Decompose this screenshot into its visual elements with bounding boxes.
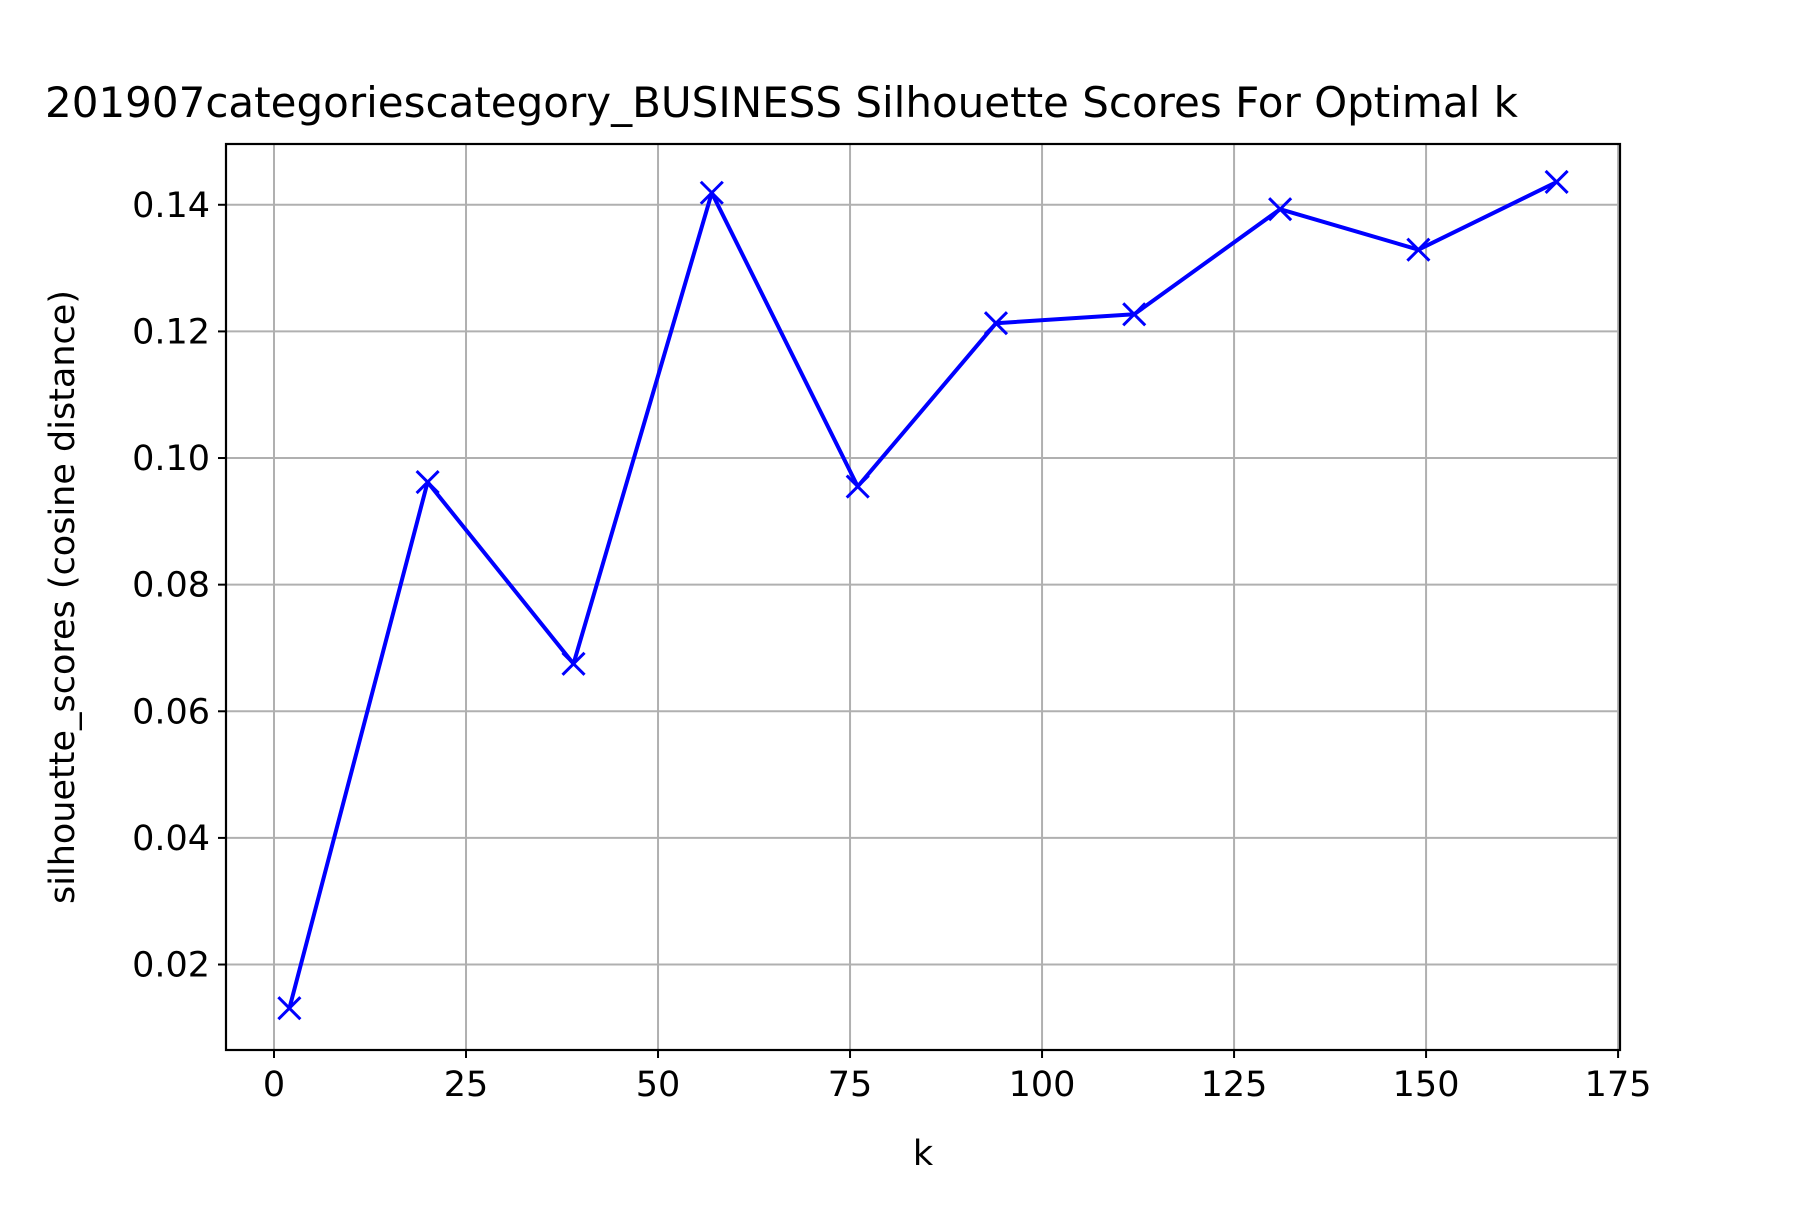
- plot-frame: [224, 142, 1622, 1052]
- data-point-marker: [1268, 197, 1293, 222]
- marker-stroke: [845, 474, 870, 499]
- series-line-group: [287, 180, 1558, 1009]
- series-markers: [277, 169, 1569, 1021]
- series-line: [287, 180, 1558, 1009]
- x-tick-label: 125: [1201, 1065, 1268, 1105]
- data-point-marker: [1406, 237, 1431, 262]
- marker-stroke: [1122, 302, 1147, 327]
- x-axis-ticks: 0 25 50 75 100 125 150 175: [263, 1050, 1652, 1105]
- y-tick-label: 0.06: [132, 692, 210, 732]
- data-point-marker: [561, 651, 586, 676]
- y-tick-label: 0.02: [132, 946, 210, 986]
- data-point-marker: [845, 474, 870, 499]
- y-axis-ticks: 0.02 0.04 0.06 0.08 0.10 0.12 0.14: [132, 186, 226, 986]
- x-tick-label: 175: [1585, 1065, 1652, 1105]
- y-tick-label: 0.12: [132, 312, 210, 352]
- chart-title: 201907categoriescategory_BUSINESS Silhou…: [45, 78, 1519, 127]
- x-tick-label: 75: [828, 1065, 873, 1105]
- data-point-marker: [983, 311, 1009, 336]
- data-point-marker: [277, 996, 302, 1021]
- x-tick-label: 25: [444, 1065, 489, 1105]
- y-tick-label: 0.14: [132, 186, 210, 226]
- marker-stroke: [699, 180, 724, 205]
- y-tick-label: 0.04: [132, 819, 210, 859]
- data-point-marker: [1544, 169, 1569, 195]
- y-axis-label: silhouette_scores (cosine distance): [43, 290, 83, 904]
- x-axis-label: k: [913, 1134, 934, 1174]
- marker-stroke: [1268, 197, 1293, 222]
- x-tick-label: 50: [636, 1065, 681, 1105]
- marker-stroke: [561, 651, 586, 676]
- y-tick-label: 0.10: [132, 439, 210, 479]
- x-tick-label: 0: [263, 1065, 285, 1105]
- data-point-marker: [1122, 302, 1147, 327]
- marker-stroke: [1406, 237, 1431, 262]
- x-tick-label: 150: [1393, 1065, 1460, 1105]
- marker-stroke: [983, 311, 1009, 336]
- data-point-marker: [699, 180, 724, 205]
- x-tick-label: 100: [1009, 1065, 1076, 1105]
- y-tick-label: 0.08: [132, 566, 210, 606]
- marker-stroke: [277, 996, 302, 1021]
- marker-stroke: [1544, 169, 1569, 195]
- data-point-marker: [415, 470, 440, 495]
- grid-lines: [226, 144, 1620, 1050]
- marker-stroke: [415, 470, 440, 495]
